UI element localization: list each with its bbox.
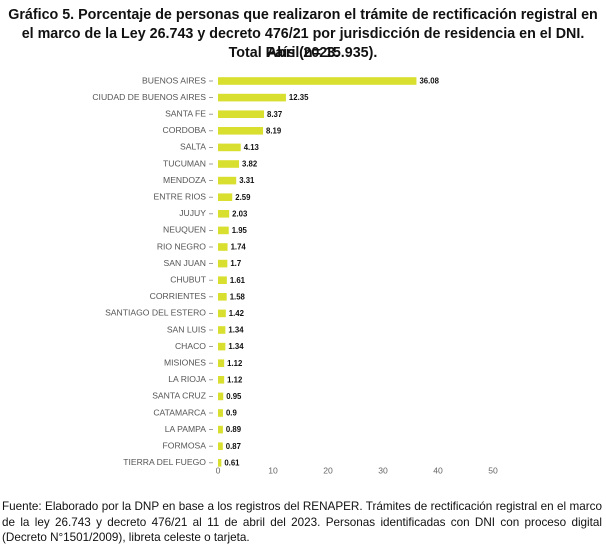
y-tick-label: ENTRE RIOS [153,191,206,201]
bar [218,276,227,284]
bar [218,309,226,318]
y-tick-label: CIUDAD DE BUENOS AIRES [92,92,206,102]
bar [218,193,233,201]
bar [218,442,223,450]
value-label: 4.13 [244,143,260,152]
bar [218,326,226,334]
chart-subtitle: Total País (n= 15.935). [228,45,378,61]
y-tick-label: RIO NEGRO [157,241,206,251]
value-label: 1.12 [227,359,243,368]
value-label: 0.89 [226,425,242,434]
y-tick-label: LA PAMPA [165,424,207,434]
value-label: 1.42 [229,309,245,318]
y-tick-label: TIERRA DEL FUEGO [123,457,206,467]
x-tick-label: 20 [323,465,333,475]
bar [218,409,223,417]
bar [218,226,229,235]
y-tick-label: SALTA [180,142,206,152]
x-tick-label: 50 [488,465,498,475]
y-tick-label: SANTA CRUZ [152,391,206,401]
chart-title: Gráfico 5. Porcentaje de personas que re… [8,7,598,61]
y-tick-label: SANTIAGO DEL ESTERO [105,308,206,318]
bar [218,210,230,218]
bar [218,77,417,85]
value-label: 1.74 [231,243,247,252]
bar [218,143,241,152]
y-tick-label: LA RIOJA [168,374,206,384]
value-label: 1.95 [232,226,248,235]
bar [218,459,222,467]
value-label: 0.61 [224,458,240,467]
y-tick-label: JUJUY [179,208,206,218]
bar [218,392,224,401]
bar [218,376,225,384]
x-tick-label: 0 [216,465,221,475]
bar [218,110,265,118]
value-label: 1.61 [230,276,246,285]
y-tick-label: MENDOZA [163,175,206,185]
value-label: 0.9 [226,409,238,418]
y-tick-label: CHUBUT [170,274,207,284]
value-label: 2.03 [232,209,248,218]
x-tick-label: 10 [268,465,278,475]
source-note: Fuente: Elaborado por la DNP en base a l… [2,500,602,544]
bar [218,243,228,251]
bar [218,127,264,135]
y-tick-label: SANTA FE [165,108,206,118]
value-label: 0.95 [226,392,242,401]
x-tick-label: 30 [378,465,388,475]
value-label: 2.59 [235,193,251,202]
value-label: 1.34 [228,326,244,335]
value-label: 1.7 [230,259,241,268]
y-tick-label: CHACO [175,341,206,351]
bar [218,342,226,351]
y-tick-label: TUCUMAN [163,158,206,168]
y-tick-label: MISIONES [164,357,206,367]
value-label: 1.34 [228,342,244,351]
y-tick-label: BUENOS AIRES [142,75,206,85]
y-tick-label: FORMOSA [163,440,207,450]
value-label: 36.08 [419,77,439,86]
y-tick-label: SAN LUIS [167,324,206,334]
y-tick-label: CATAMARCA [153,407,206,417]
value-label: 12.35 [289,93,309,102]
bar [218,160,240,168]
value-label: 8.37 [267,110,282,119]
value-label: 3.31 [239,176,255,185]
value-label: 3.82 [242,160,258,169]
bar [218,293,227,301]
value-label: 8.19 [266,126,282,135]
y-tick-label: CORRIENTES [150,291,207,301]
bar [218,176,237,185]
bar [218,93,286,102]
bar [218,359,225,367]
y-tick-label: NEUQUEN [163,225,206,235]
x-tick-label: 40 [433,465,443,475]
value-label: 1.12 [227,375,243,384]
value-label: 1.58 [230,292,246,301]
value-label: 0.87 [226,442,241,451]
y-tick-label: CORDOBA [163,125,207,135]
bar [218,425,223,434]
bar [218,259,228,268]
y-tick-label: SAN JUAN [164,258,207,268]
